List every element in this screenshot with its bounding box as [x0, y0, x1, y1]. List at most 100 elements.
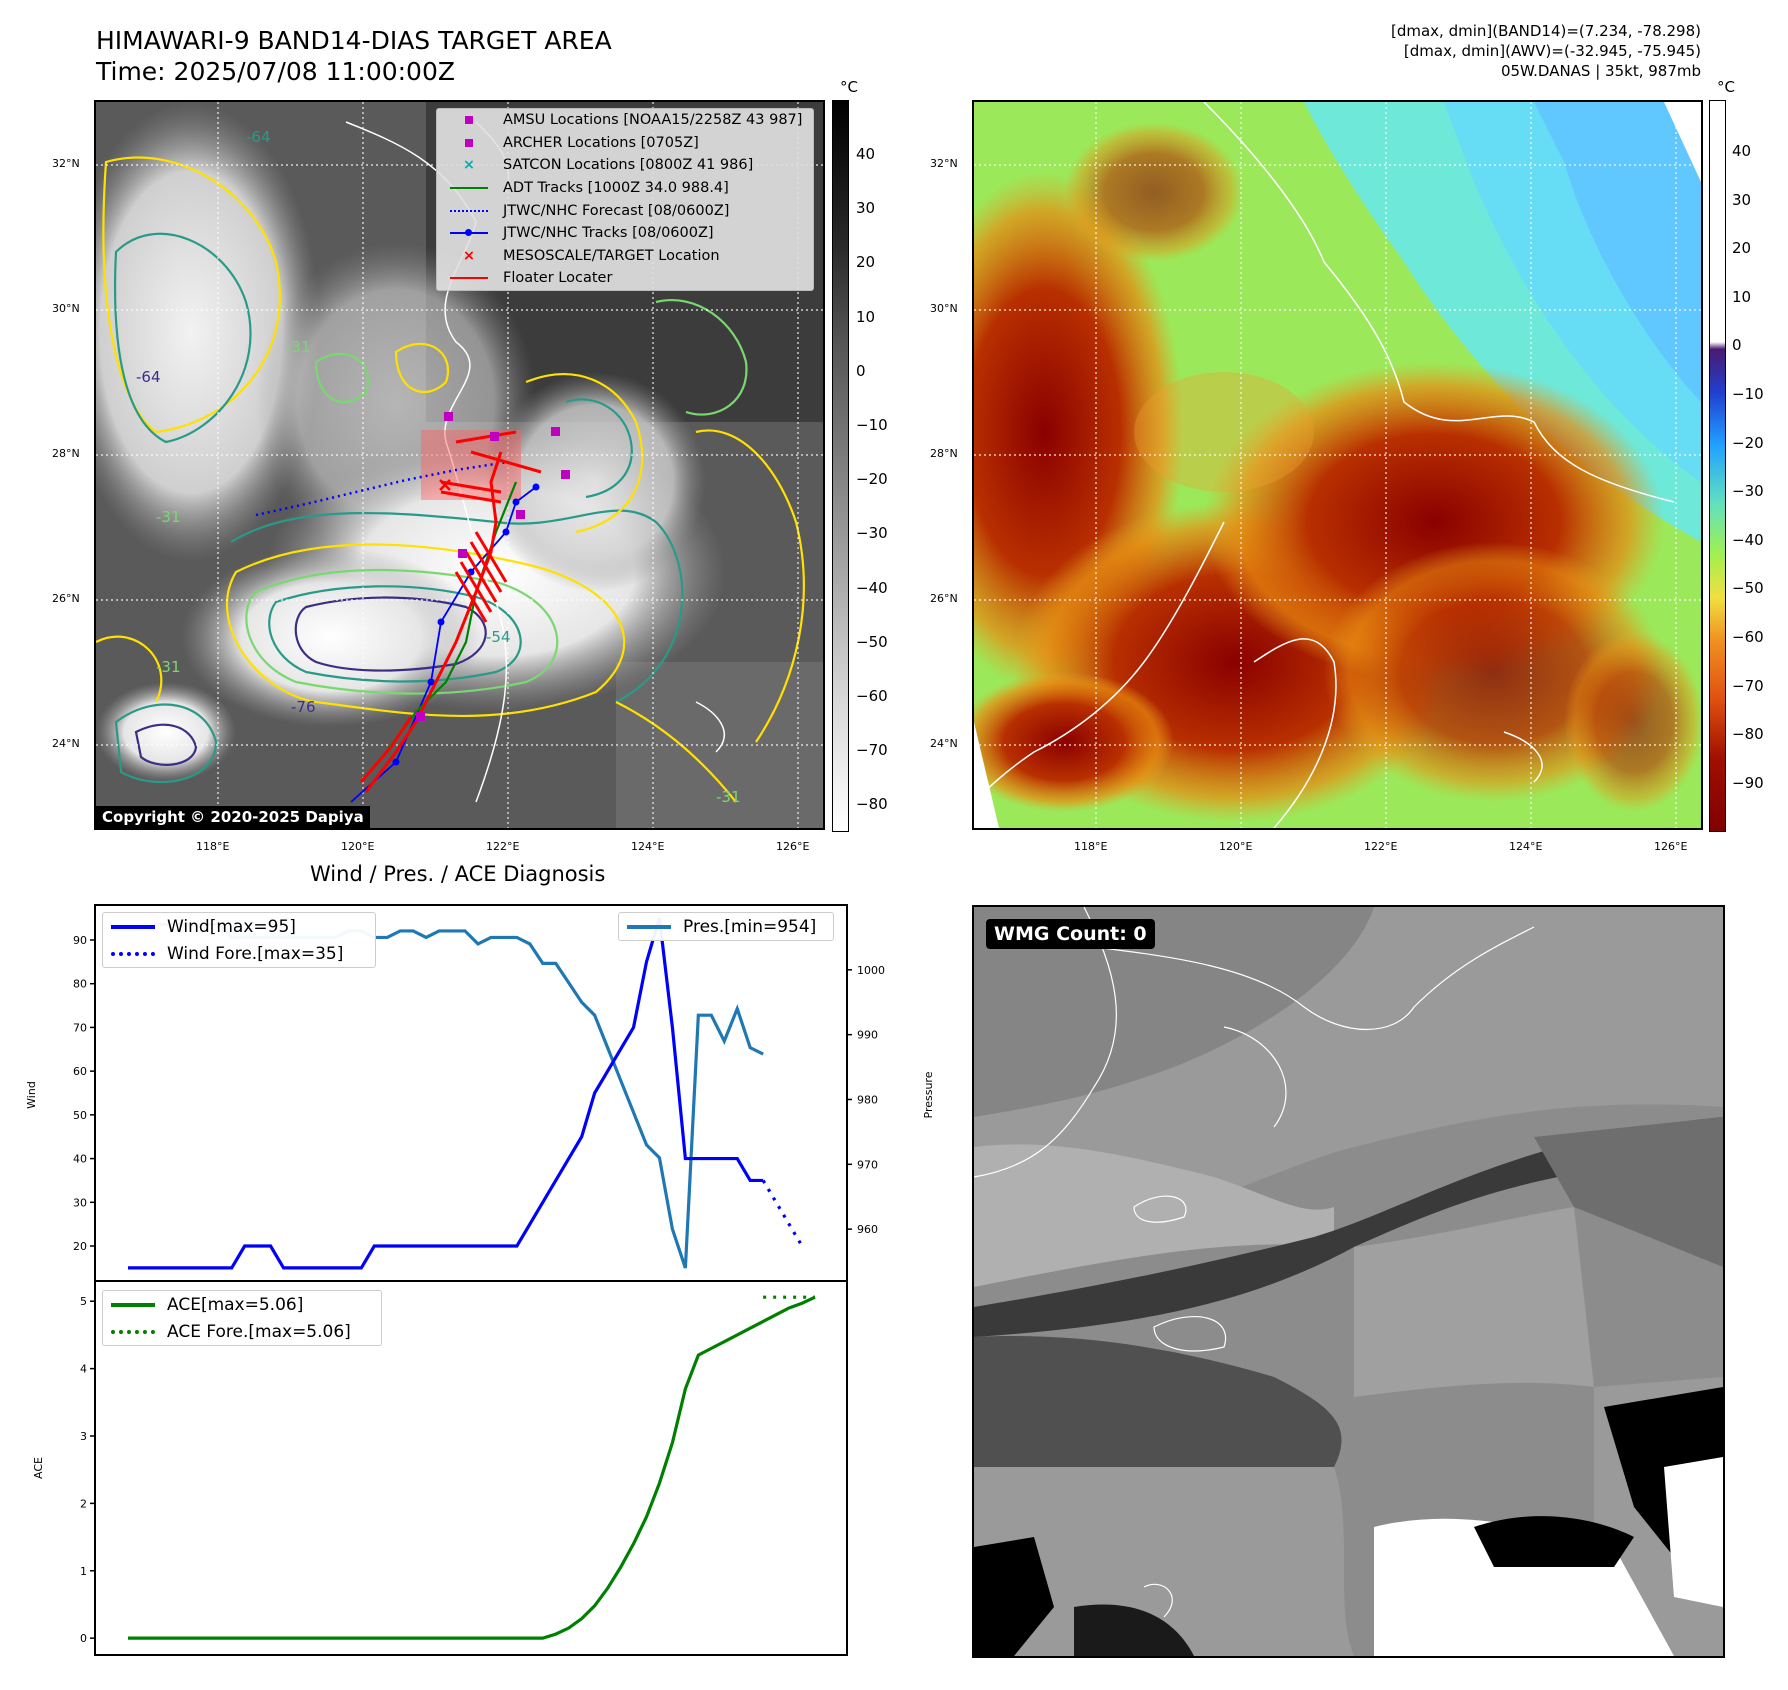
stats-band14: [dmax, dmin](BAND14)=(7.234, -78.298)	[1390, 22, 1701, 40]
lon-label: 118°E	[1074, 840, 1108, 853]
contour-label: -31	[716, 788, 741, 806]
stats-awv: [dmax, dmin](AWV)=(-32.945, -75.945)	[1403, 42, 1701, 60]
lon-label: 120°E	[341, 840, 375, 853]
stats-storm: 05W.DANAS | 35kt, 987mb	[1500, 62, 1701, 80]
colorbar-tick: 10	[856, 307, 876, 326]
lon-label: 124°E	[1509, 840, 1543, 853]
lon-label: 122°E	[1364, 840, 1398, 853]
colorbar-tick: 0	[856, 361, 866, 380]
ace-line	[128, 1295, 816, 1640]
lon-label: 124°E	[631, 840, 665, 853]
wind-tick-label: 90	[73, 934, 87, 947]
colorbar-tick: −30	[1732, 482, 1764, 501]
ace-axis-label: ACE	[32, 1457, 45, 1479]
colorbar-tick: 40	[1732, 142, 1752, 160]
ace-tick-label: 5	[80, 1295, 87, 1308]
x-marker-icon: ×	[462, 157, 476, 174]
solid-line-icon	[111, 1302, 155, 1307]
colorbar-tick: −40	[856, 578, 888, 597]
ace-tick-label: 1	[80, 1565, 87, 1578]
contour-label: -31	[156, 508, 181, 526]
colorbar-ir-unit: °C	[840, 78, 858, 96]
pressure-tick-label: 970	[857, 1158, 878, 1171]
square-marker-icon	[447, 138, 491, 147]
wmg-image	[974, 907, 1723, 1656]
colorbar-tick: 20	[856, 253, 876, 272]
legend-ace: ACE[max=5.06]	[103, 1291, 381, 1318]
ace-tick-label: 4	[80, 1363, 87, 1376]
contour-label: -64	[136, 368, 161, 386]
contour-label: -54	[486, 628, 511, 646]
wind-tick-label: 40	[73, 1153, 87, 1166]
diagnosis-title: Wind / Pres. / ACE Diagnosis	[310, 862, 606, 886]
pressure-tick-label: 960	[857, 1223, 878, 1236]
pressure-tick-label: 990	[857, 1029, 878, 1042]
wind-tick-label: 30	[73, 1196, 87, 1209]
legend-item-floater: Floater Locater	[437, 267, 813, 290]
wv-map-panel	[972, 100, 1703, 830]
contour-label: -76	[291, 698, 316, 716]
wind-tick-label: 70	[73, 1021, 87, 1034]
wind-legend: Wind[max=95] Wind Fore.[max=35]	[102, 912, 376, 968]
colorbar-tick: 30	[1732, 190, 1752, 209]
dotted-line-icon	[111, 1329, 155, 1334]
figure-time: Time: 2025/07/08 11:00:00Z	[96, 57, 455, 86]
colorbar-tick: −90	[1732, 773, 1764, 792]
jtwc-track-line	[350, 486, 537, 803]
legend-pres: Pres.[min=954]	[619, 913, 833, 940]
lon-label: 118°E	[196, 840, 230, 853]
square-marker-icon	[447, 116, 491, 125]
mesoscale-marker	[439, 479, 451, 491]
contour-label: -31	[156, 658, 181, 676]
wind-forecast-line	[761, 1179, 804, 1247]
lat-label: 24°N	[52, 737, 80, 750]
solid-line-icon	[627, 924, 671, 929]
line-marker-icon	[447, 187, 491, 190]
wmg-count-badge: WMG Count: 0	[986, 919, 1155, 949]
legend-ace-fore: ACE Fore.[max=5.06]	[103, 1318, 381, 1345]
pressure-tick-label: 1000	[857, 964, 885, 977]
lat-label: 28°N	[930, 447, 958, 460]
solid-line-icon	[111, 924, 155, 929]
colorbar-tick: −20	[1732, 433, 1764, 452]
ace-tick-label: 2	[80, 1497, 87, 1510]
ir-map-panel: -64 -31 -76 -31 -64 -31 -54 -31 AMSU Loc…	[94, 100, 825, 830]
lat-label: 30°N	[930, 302, 958, 315]
legend-item-archer: ARCHER Locations [0705Z]	[437, 132, 813, 155]
colorbar-tick: −60	[1732, 628, 1764, 646]
pressure-tick-label: 980	[857, 1093, 878, 1106]
lon-label: 126°E	[776, 840, 810, 853]
colorbar-tick: −80	[856, 795, 888, 814]
lat-label: 26°N	[52, 592, 80, 605]
lon-label: 120°E	[1219, 840, 1253, 853]
colorbar-tick: −30	[856, 524, 888, 543]
legend-item-forecast: JTWC/NHC Forecast [08/0600Z]	[437, 199, 813, 222]
pressure-axis-label: Pressure	[922, 1071, 935, 1118]
colorbar-tick: 20	[1732, 239, 1752, 258]
lat-label: 30°N	[52, 302, 80, 315]
line-marker-icon	[447, 277, 491, 280]
ace-tick-label: 3	[80, 1430, 87, 1443]
colorbar-tick: 0	[1732, 336, 1742, 355]
pressure-legend: Pres.[min=954]	[618, 912, 834, 941]
legend-wind: Wind[max=95]	[103, 913, 375, 940]
ace-legend: ACE[max=5.06] ACE Fore.[max=5.06]	[102, 1290, 382, 1346]
colorbar-tick: −10	[856, 416, 888, 434]
figure-title: HIMAWARI-9 BAND14-DIAS TARGET AREA	[96, 26, 612, 55]
colorbar-tick: 40	[856, 145, 876, 163]
dotted-line-icon	[111, 951, 155, 956]
lon-label: 126°E	[1654, 840, 1688, 853]
ace-tick-label: 0	[80, 1632, 87, 1645]
contour-label: -31	[286, 338, 311, 356]
colorbar-tick: −40	[1732, 530, 1764, 549]
colorbar-tick: −20	[856, 470, 888, 489]
lat-label: 24°N	[930, 737, 958, 750]
colorbar-wv	[1709, 100, 1726, 832]
dotted-line-icon	[447, 209, 491, 212]
colorbar-tick: −70	[1732, 676, 1764, 695]
lon-label: 122°E	[486, 840, 520, 853]
copyright-label: Copyright © 2020-2025 Dapiya	[96, 806, 370, 828]
wind-tick-label: 50	[73, 1109, 87, 1122]
lat-label: 28°N	[52, 447, 80, 460]
colorbar-tick: −60	[856, 687, 888, 705]
